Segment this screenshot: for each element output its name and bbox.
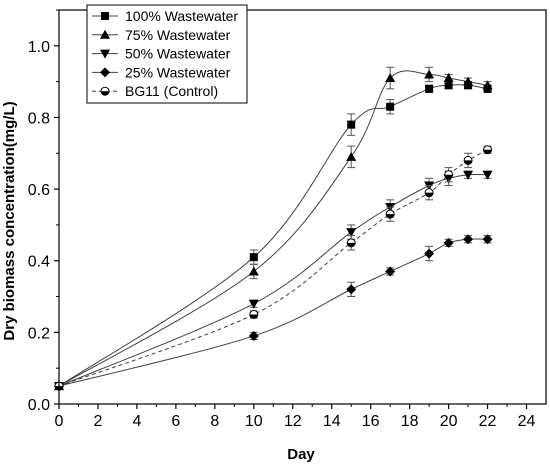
marker-fill-half <box>444 174 453 179</box>
data-point <box>463 76 474 86</box>
data-point <box>443 73 454 83</box>
x-tick-label: 22 <box>479 413 497 430</box>
y-tick-label: 0.2 <box>28 325 50 342</box>
data-point <box>424 69 435 79</box>
data-point <box>463 155 473 165</box>
data-point <box>249 253 258 262</box>
data-point <box>346 238 356 248</box>
data-point <box>424 248 435 259</box>
series-75-wastewater <box>54 66 493 391</box>
series-line <box>58 84 488 387</box>
series-line <box>58 149 488 387</box>
data-point <box>424 188 434 198</box>
y-tick-label: 0.6 <box>28 182 50 199</box>
series-line <box>58 70 488 387</box>
data-point <box>482 170 493 180</box>
data-point <box>385 266 396 277</box>
legend-label: 75% Wastewater <box>125 27 231 43</box>
x-tick-label: 20 <box>440 413 458 430</box>
legend-label: BG11 (Control) <box>125 83 218 99</box>
x-tick-label: 18 <box>401 413 419 430</box>
legend: 100% Wastewater 75% Wastewater 50% Wastewa… <box>86 4 248 104</box>
x-tick-label: 8 <box>210 413 219 430</box>
data-point <box>463 170 474 180</box>
data-point <box>248 330 259 341</box>
legend-marker <box>101 12 109 20</box>
series-25-wastewater <box>54 234 493 392</box>
data-point <box>346 228 357 238</box>
legend-label: 50% Wastewater <box>125 46 231 62</box>
data-point <box>249 309 259 319</box>
data-point <box>444 170 454 180</box>
series-50-wastewater <box>54 170 493 392</box>
data-point <box>248 299 259 309</box>
legend-label: 100% Wastewater <box>125 8 238 24</box>
x-tick-label: 12 <box>284 413 302 430</box>
legend-marker <box>100 67 110 78</box>
marker-fill-half <box>249 314 258 319</box>
data-point <box>444 81 453 90</box>
y-axis-title: Dry biomass concentration(mg/L) <box>1 101 18 340</box>
marker-fill-half <box>386 214 395 219</box>
series-line <box>58 238 488 387</box>
data-point <box>443 237 454 248</box>
x-tick-label: 4 <box>132 413 141 430</box>
marker-fill-half <box>101 91 109 96</box>
data-point <box>347 120 356 129</box>
x-tick-label: 2 <box>94 413 103 430</box>
x-tick-label: 16 <box>362 413 380 430</box>
data-point <box>482 234 493 245</box>
x-tick-label: 24 <box>518 413 536 430</box>
legend-marker <box>100 49 110 59</box>
series-line <box>58 174 488 387</box>
data-point <box>463 234 474 245</box>
y-tick-label: 1.0 <box>28 39 50 56</box>
legend-marker <box>100 29 110 39</box>
x-tick-label: 6 <box>171 413 180 430</box>
data-point <box>425 84 434 93</box>
y-tick-label: 0.8 <box>28 110 50 127</box>
axes: 0 2 4 6 8 10 12 14 16 18 20 22 240.00.20.40.60.81.0 <box>28 9 547 430</box>
data-point <box>385 73 396 83</box>
series-100-wastewater <box>55 81 492 391</box>
series-bg11-control- <box>54 145 493 391</box>
data-point <box>346 284 357 295</box>
x-tick-label: 10 <box>245 413 263 430</box>
x-axis-title: Day <box>287 446 315 463</box>
plot-area <box>54 66 493 392</box>
legend-marker <box>100 86 110 96</box>
marker-fill-half <box>347 242 356 247</box>
marker-fill-half <box>483 149 492 154</box>
marker-fill-half <box>425 192 434 197</box>
data-point <box>248 266 259 276</box>
data-point <box>385 209 395 219</box>
plot-frame <box>58 9 547 405</box>
x-tick-label: 14 <box>323 413 341 430</box>
y-tick-label: 0.0 <box>28 397 50 414</box>
data-point <box>483 145 493 155</box>
data-point <box>346 151 357 161</box>
marker-fill-half <box>464 160 473 165</box>
legend-label: 25% Wastewater <box>125 64 231 80</box>
x-tick-label: 0 <box>55 413 64 430</box>
data-point <box>482 80 493 90</box>
data-point <box>386 102 395 111</box>
y-tick-label: 0.4 <box>28 254 50 271</box>
